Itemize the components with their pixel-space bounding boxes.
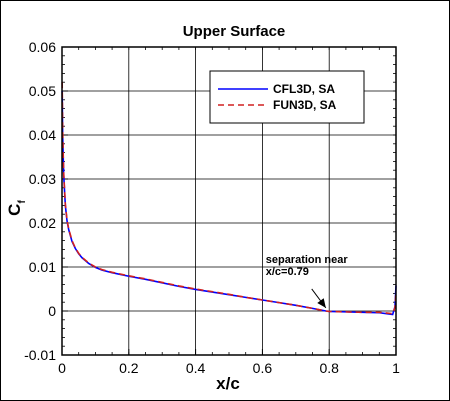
x-tick-label: 0.4 (186, 360, 206, 376)
annotation-arrowhead (317, 298, 326, 308)
x-tick-label: 0.8 (319, 360, 339, 376)
chart-title: Upper Surface (183, 23, 286, 40)
y-axis-label-main: C (5, 204, 24, 216)
annotation-line2: x/c=0.79 (266, 266, 309, 278)
x-tick-label: 0.2 (119, 360, 139, 376)
series-line-cfl3d (61, 90, 397, 316)
y-tick-label: 0.06 (29, 39, 56, 55)
legend-box (209, 70, 365, 124)
y-tick-label: -0.01 (24, 347, 56, 363)
x-axis-label: x/c (216, 374, 240, 393)
y-tick-label: 0.05 (29, 83, 56, 99)
plot-border (61, 46, 397, 356)
y-tick-label: 0 (48, 303, 56, 319)
x-tick-label: 1 (392, 360, 400, 376)
separation-annotation: separation near x/c=0.79 (266, 254, 349, 309)
annotation-line1: separation near (266, 254, 349, 266)
series-line-fun3d (61, 82, 397, 315)
y-tick-label: 0.03 (29, 171, 56, 187)
series-lines (61, 82, 397, 316)
legend-label-fun3d: FUN3D, SA (273, 98, 337, 112)
y-tick-label: 0.01 (29, 259, 56, 275)
y-tick-labels: -0.01 0 0.01 0.02 0.03 0.04 0.05 0.06 (24, 39, 56, 363)
y-tick-label: 0.02 (29, 215, 56, 231)
y-axis-label-subscript: f (17, 200, 28, 204)
x-tick-label: 0 (58, 360, 66, 376)
legend-label-cfl3d: CFL3D, SA (273, 82, 335, 96)
y-tick-label: 0.04 (29, 127, 56, 143)
x-tick-labels: 0 0.2 0.4 0.6 0.8 1 (58, 360, 400, 376)
legend: CFL3D, SA FUN3D, SA (209, 70, 365, 124)
x-tick-label: 0.6 (253, 360, 273, 376)
y-axis-label: Cf (5, 200, 28, 216)
y-axis-label-group: Cf (5, 200, 28, 216)
